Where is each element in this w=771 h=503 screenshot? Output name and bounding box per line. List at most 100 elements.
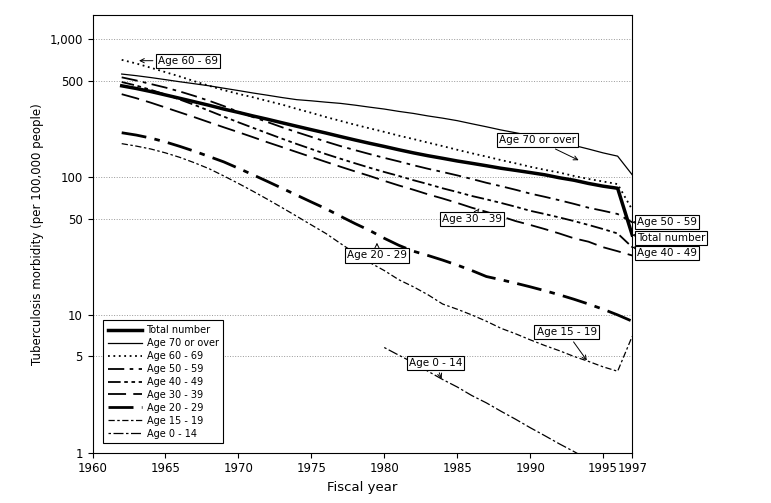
Age 70 or over xyxy=(540,136,549,142)
Age 20 - 29 xyxy=(409,248,418,254)
Age 40 - 49 xyxy=(569,218,578,224)
Age 0 - 14 xyxy=(554,441,564,447)
Age 20 - 29 xyxy=(526,284,535,290)
Age 15 - 19 xyxy=(132,143,141,149)
Age 30 - 39 xyxy=(117,91,126,97)
Legend: Total number, Age 70 or over, Age 60 - 69, Age 50 - 59, Age 40 - 49, Age 30 - 39: Total number, Age 70 or over, Age 60 - 6… xyxy=(103,320,224,444)
Age 50 - 59 xyxy=(234,109,243,115)
Age 60 - 69 xyxy=(322,114,331,120)
Age 50 - 59 xyxy=(628,219,637,225)
Age 20 - 29 xyxy=(511,280,520,286)
Age 60 - 69 xyxy=(365,125,374,131)
Age 30 - 39 xyxy=(438,196,447,202)
Total number xyxy=(423,153,433,159)
Total number xyxy=(263,116,272,122)
Age 30 - 39 xyxy=(176,109,185,115)
Age 30 - 39 xyxy=(204,119,214,125)
Text: Age 30 - 39: Age 30 - 39 xyxy=(442,209,502,224)
Text: Age 20 - 29: Age 20 - 29 xyxy=(347,244,407,261)
Age 15 - 19 xyxy=(117,141,126,147)
Age 70 or over xyxy=(307,98,316,104)
Age 15 - 19 xyxy=(190,160,199,166)
Age 70 or over xyxy=(598,150,608,156)
Age 30 - 39 xyxy=(322,159,331,165)
Age 30 - 39 xyxy=(234,129,243,135)
Age 20 - 29 xyxy=(322,206,331,212)
Age 70 or over xyxy=(146,74,156,80)
Age 20 - 29 xyxy=(584,301,593,307)
Age 20 - 29 xyxy=(467,268,476,274)
Age 15 - 19 xyxy=(351,250,360,257)
Age 30 - 39 xyxy=(351,169,360,175)
Age 30 - 39 xyxy=(263,139,272,145)
Age 50 - 59 xyxy=(598,208,608,214)
Age 30 - 39 xyxy=(248,134,258,140)
Age 70 or over xyxy=(351,102,360,108)
Age 60 - 69 xyxy=(511,160,520,166)
Age 40 - 49 xyxy=(438,185,447,191)
Age 70 or over xyxy=(554,139,564,145)
Age 40 - 49 xyxy=(467,193,476,199)
Age 15 - 19 xyxy=(322,230,331,236)
Age 20 - 29 xyxy=(613,312,622,318)
Age 40 - 49 xyxy=(263,130,272,136)
Age 40 - 49 xyxy=(423,181,433,187)
Age 30 - 39 xyxy=(511,218,520,224)
Age 70 or over xyxy=(204,83,214,89)
Age 20 - 29 xyxy=(351,221,360,227)
Age 70 or over xyxy=(526,133,535,139)
Age 60 - 69 xyxy=(540,167,549,173)
Age 20 - 29 xyxy=(263,179,272,185)
Age 40 - 49 xyxy=(234,119,243,125)
Age 0 - 14 xyxy=(540,433,549,439)
Age 70 or over xyxy=(263,92,272,98)
Age 15 - 19 xyxy=(482,318,491,324)
Age 15 - 19 xyxy=(365,260,374,266)
Age 30 - 39 xyxy=(497,213,506,219)
Age 50 - 59 xyxy=(569,201,578,207)
Age 20 - 29 xyxy=(438,257,447,263)
Age 70 or over xyxy=(497,127,506,133)
Total number xyxy=(497,165,506,172)
Total number xyxy=(132,86,141,92)
Text: Age 70 or over: Age 70 or over xyxy=(499,135,577,160)
Total number xyxy=(248,113,258,119)
Age 60 - 69 xyxy=(263,98,272,104)
Age 20 - 29 xyxy=(423,253,433,259)
Line: Age 70 or over: Age 70 or over xyxy=(122,74,632,175)
Age 40 - 49 xyxy=(322,151,331,157)
Age 60 - 69 xyxy=(307,110,316,116)
Age 15 - 19 xyxy=(278,205,287,211)
Age 40 - 49 xyxy=(628,244,637,250)
Age 70 or over xyxy=(613,153,622,159)
Line: Age 50 - 59: Age 50 - 59 xyxy=(122,77,632,222)
Total number xyxy=(598,183,608,189)
Age 50 - 59 xyxy=(176,89,185,95)
Age 70 or over xyxy=(365,104,374,110)
Age 0 - 14 xyxy=(423,368,433,374)
Line: Age 30 - 39: Age 30 - 39 xyxy=(122,94,632,256)
Age 40 - 49 xyxy=(365,164,374,171)
Text: Age 40 - 49: Age 40 - 49 xyxy=(633,246,696,259)
Age 70 or over xyxy=(322,99,331,105)
Age 15 - 19 xyxy=(292,213,301,219)
Age 70 or over xyxy=(482,124,491,130)
Age 40 - 49 xyxy=(190,102,199,108)
Age 70 or over xyxy=(584,146,593,152)
Age 60 - 69 xyxy=(379,129,389,135)
Age 20 - 29 xyxy=(307,199,316,205)
Age 40 - 49 xyxy=(307,146,316,152)
Total number xyxy=(628,232,637,238)
Age 15 - 19 xyxy=(146,146,156,152)
Age 20 - 29 xyxy=(190,148,199,154)
Age 50 - 59 xyxy=(584,205,593,211)
Age 30 - 39 xyxy=(278,144,287,150)
Age 70 or over xyxy=(190,81,199,87)
Age 15 - 19 xyxy=(613,368,622,374)
Age 40 - 49 xyxy=(219,114,228,120)
Age 20 - 29 xyxy=(540,288,549,294)
Age 20 - 29 xyxy=(453,262,462,268)
Age 40 - 49 xyxy=(453,189,462,195)
Age 15 - 19 xyxy=(628,333,637,340)
Total number xyxy=(613,185,622,191)
